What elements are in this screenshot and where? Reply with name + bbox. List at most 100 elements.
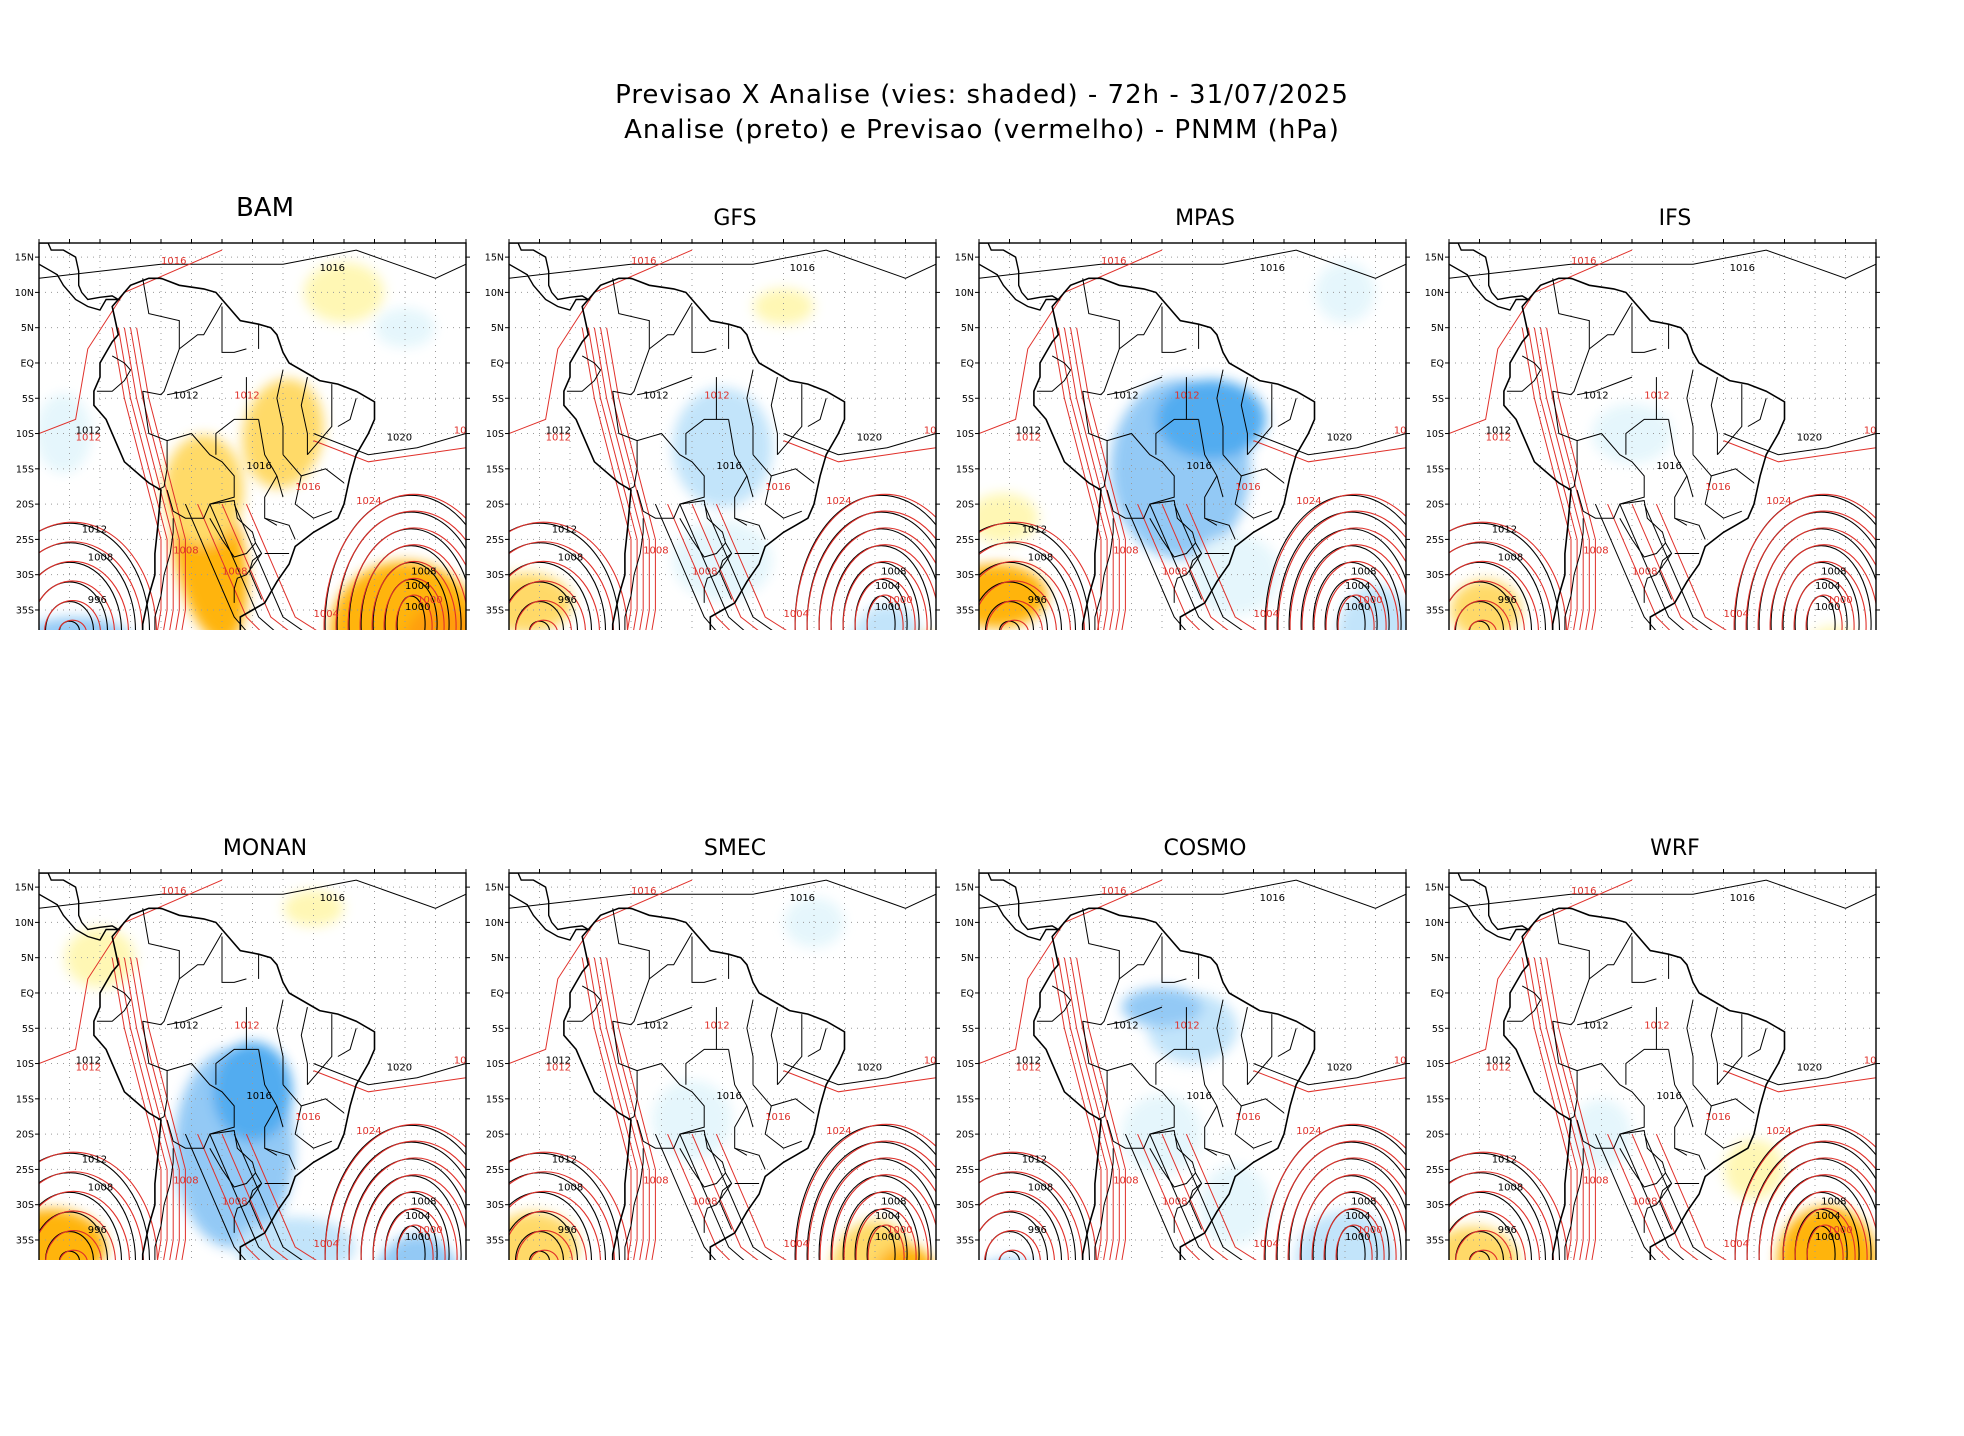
isobar-label: 1016 bbox=[1101, 256, 1126, 267]
lat-tick-label: 15N bbox=[485, 253, 504, 264]
isobar-label: 1004 bbox=[1724, 609, 1749, 620]
isobar-label: 1016 bbox=[1260, 893, 1285, 904]
bias-area bbox=[283, 890, 344, 927]
lat-tick-label: 10S bbox=[956, 429, 974, 440]
isobar-label: 1016 bbox=[1730, 893, 1755, 904]
isobar-label: 1020 bbox=[1394, 1056, 1410, 1067]
lat-tick-label: 5N bbox=[491, 953, 504, 964]
isobar-label: 1016 bbox=[161, 886, 186, 897]
lat-tick-label: EQ bbox=[1431, 988, 1444, 999]
isobar-label: 1000 bbox=[887, 595, 912, 606]
lat-tick-label: 10S bbox=[1426, 429, 1444, 440]
isobar-label: 1004 bbox=[875, 1211, 900, 1222]
isobar-label: 1012 bbox=[643, 1020, 668, 1031]
isobar-label: 1016 bbox=[320, 263, 345, 274]
panel-title: SMEC bbox=[703, 836, 767, 861]
isobar-label: 1016 bbox=[246, 1091, 271, 1102]
lat-tick-label: 15S bbox=[956, 1094, 974, 1105]
isobar-label: 1000 bbox=[1815, 602, 1840, 613]
isobar-label: 1012 bbox=[546, 426, 571, 437]
lat-tick-label: EQ bbox=[961, 988, 974, 999]
panel-wrf: WRF 1016 1012 1012 1016 1020 1012 1008 996 1004 10… bbox=[1410, 630, 1880, 1260]
panel-title: MONAN bbox=[222, 836, 308, 861]
lat-tick-label: EQ bbox=[1431, 358, 1444, 369]
isobar-label: 1004 bbox=[405, 1211, 430, 1222]
isobar-label: 1004 bbox=[314, 609, 339, 620]
isobar-label: 1012 bbox=[546, 1056, 571, 1067]
isobar-label: 1020 bbox=[387, 1063, 412, 1074]
lat-tick-label: EQ bbox=[961, 358, 974, 369]
isobar-label: 1016 bbox=[295, 482, 320, 493]
isobar-label: 1020 bbox=[1327, 1063, 1352, 1074]
isobar-label: 1004 bbox=[1724, 1239, 1749, 1250]
lat-tick-label: 5S bbox=[962, 394, 974, 405]
map-smec: 1016101210121016102010121008996100410001… bbox=[485, 869, 940, 1260]
lat-tick-label: 35S bbox=[16, 1235, 34, 1246]
isobar-label: 1012 bbox=[76, 1056, 101, 1067]
bias-area bbox=[1200, 1164, 1271, 1245]
isobar-label: 1004 bbox=[1345, 581, 1370, 592]
bias-area bbox=[1122, 987, 1202, 1028]
bias-area bbox=[304, 262, 384, 323]
bias-area bbox=[853, 604, 922, 630]
isobar-label: 1008 bbox=[1632, 567, 1657, 578]
isobar-label: 1016 bbox=[716, 1091, 741, 1102]
lat-tick-label: 5S bbox=[492, 394, 504, 405]
lat-tick-label: 35S bbox=[1426, 605, 1444, 616]
lat-tick-label: 30S bbox=[486, 1200, 504, 1211]
isobar-label: 1008 bbox=[1113, 1176, 1138, 1187]
lat-tick-label: 15S bbox=[486, 1094, 504, 1105]
lat-tick-label: 15N bbox=[1425, 253, 1444, 264]
isobar-label: 1020 bbox=[454, 426, 470, 437]
isobar-label: 1012 bbox=[1486, 433, 1511, 444]
bias-area bbox=[39, 1209, 107, 1260]
isobar-label: 1020 bbox=[387, 433, 412, 444]
lat-tick-label: 10N bbox=[955, 918, 974, 929]
isobar-label: 1008 bbox=[1498, 553, 1523, 564]
isobar-label: 1024 bbox=[826, 496, 851, 507]
isobar-label: 1012 bbox=[76, 433, 101, 444]
isobar-label: 1008 bbox=[173, 546, 198, 557]
lat-tick-label: 25S bbox=[486, 1165, 504, 1176]
bias-area bbox=[1777, 1206, 1876, 1260]
bias-area bbox=[1190, 534, 1281, 615]
bias-area bbox=[1724, 897, 1784, 948]
lat-tick-label: 15S bbox=[16, 1094, 34, 1105]
isobar-label: 1016 bbox=[1705, 482, 1730, 493]
isobar-label: 1000 bbox=[887, 1225, 912, 1236]
lat-tick-label: 5S bbox=[22, 1024, 34, 1035]
lat-tick-label: 15S bbox=[16, 464, 34, 475]
bias-area bbox=[1000, 1259, 1019, 1260]
lat-tick-label: 35S bbox=[486, 605, 504, 616]
lat-tick-label: 20S bbox=[956, 1130, 974, 1141]
isobar-label: 1016 bbox=[1186, 1091, 1211, 1102]
isobar-label: 1008 bbox=[558, 1183, 583, 1194]
isobar-label: 996 bbox=[88, 1225, 107, 1236]
isobar-label: 1000 bbox=[417, 595, 442, 606]
isobar-label: 1024 bbox=[1766, 1126, 1791, 1137]
lat-tick-label: 20S bbox=[956, 500, 974, 511]
isobar-label: 996 bbox=[1498, 595, 1517, 606]
panel-ifs: IFS 1016 1012 1012 1016 1020 1012 1008 996 1004 10… bbox=[1410, 0, 1880, 630]
isobar-label: 1012 bbox=[1016, 1063, 1041, 1074]
bias-area bbox=[1724, 1139, 1784, 1200]
isobar-label: 1004 bbox=[1815, 581, 1840, 592]
bias-area bbox=[784, 897, 844, 948]
lat-tick-label: 25S bbox=[956, 535, 974, 546]
bias-area bbox=[1592, 403, 1672, 464]
lat-tick-label: 5N bbox=[961, 953, 974, 964]
isobar-label: 1008 bbox=[1162, 567, 1187, 578]
isobar-label: 1012 bbox=[82, 1154, 107, 1165]
lat-tick-label: 15S bbox=[956, 464, 974, 475]
lat-tick-label: 25S bbox=[1426, 1165, 1444, 1176]
isobar-label: 1020 bbox=[1797, 1063, 1822, 1074]
lat-tick-label: 20S bbox=[1426, 1130, 1444, 1141]
lat-tick-label: 30S bbox=[486, 570, 504, 581]
isobar-label: 1000 bbox=[1357, 1225, 1382, 1236]
lat-tick-label: 10S bbox=[486, 429, 504, 440]
isobar-label: 1020 bbox=[1394, 426, 1410, 437]
isobar-label: 1008 bbox=[1113, 546, 1138, 557]
lat-tick-label: 10N bbox=[15, 918, 34, 929]
isobar-label: 1000 bbox=[1345, 602, 1370, 613]
isobar-label: 1024 bbox=[1296, 1126, 1321, 1137]
